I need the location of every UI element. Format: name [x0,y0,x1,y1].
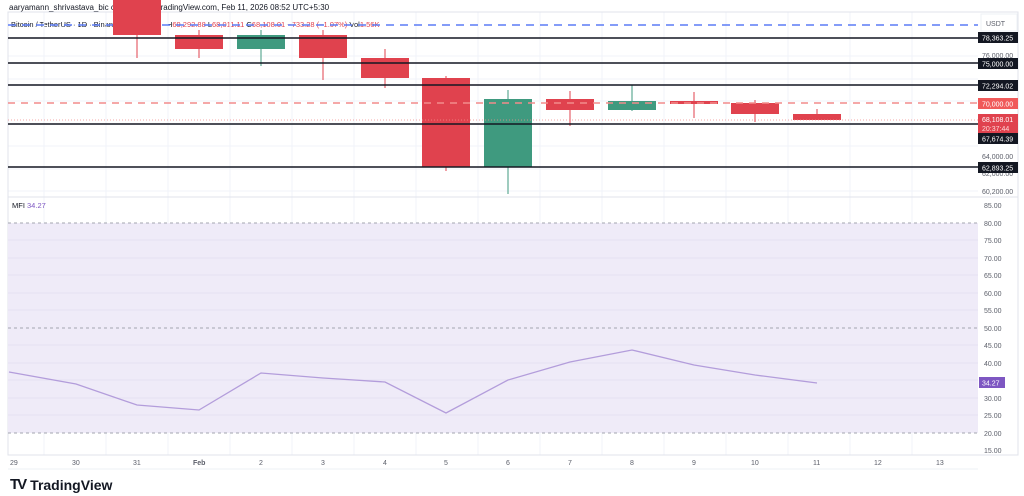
low-value: 68,011.11 [212,20,245,29]
time-label: 29 [10,460,18,467]
tradingview-brand: TradingView [30,476,113,493]
mfi-tick: 85.00 [984,203,1002,210]
mfi-tick: 80.00 [984,221,1002,228]
mfi-legend-value: 34.27 [27,201,46,210]
tradingview-mark-icon: TV [10,476,27,493]
volume-label: Vol [349,20,360,29]
time-label: 6 [506,460,510,467]
mfi-tick: 70.00 [984,256,1002,263]
bar-countdown: 20:37:44 [982,126,1009,133]
mfi-tick: 50.00 [984,326,1002,333]
price-tag-62893: 62,893.25 [982,166,1013,173]
mfi-tick: 45.00 [984,343,1002,350]
time-label: 11 [813,460,820,467]
mfi-tick: 65.00 [984,273,1002,280]
mfi-label: MFI [12,201,25,210]
time-label: 4 [383,460,387,467]
candles [113,0,841,194]
price-tick: 60,200.00 [982,189,1013,196]
price-tag-67674: 67,674.39 [982,137,1013,144]
mfi-tick: 15.00 [984,448,1002,455]
tradingview-logo[interactable]: TV TradingView [10,476,112,493]
mfi-legend[interactable]: MFI 34.27 [12,201,46,210]
time-label: Feb [193,460,205,467]
mfi-tick: 20.00 [984,431,1002,438]
time-axis[interactable]: 29 30 31 Feb 2 3 4 5 6 7 8 9 10 11 12 13 [10,460,944,467]
mfi-tick: 40.00 [984,361,1002,368]
currency-box[interactable] [980,13,1018,32]
time-label: 7 [568,460,572,467]
time-label: 8 [630,460,634,467]
time-label: 12 [874,460,882,467]
last-price-tag: 68,108.01 [982,117,1013,124]
volume-value: 1.56K [359,20,380,29]
chart-credit: aaryamann_shrivastava_bic created with T… [9,3,330,12]
mfi-value-tag: 34.27 [982,381,1000,388]
price-tag-70000: 70,000.00 [982,102,1013,109]
mfi-line [8,349,818,414]
time-label: 10 [751,460,759,467]
price-tick: 64,000.00 [982,154,1013,161]
mfi-tick: 60.00 [984,291,1002,298]
mfi-tick: 75.00 [984,238,1002,245]
price-tag-72294: 72,294.02 [982,84,1013,91]
high-value: 69,292.88 [172,20,206,29]
price-tick: 62,000.00 [982,171,1013,178]
mfi-grid [8,239,978,416]
time-label: 9 [692,460,696,467]
mfi-tick: 30.00 [984,396,1002,403]
close-value: 68,108.01 [251,20,286,29]
mfi-tick: 55.00 [984,308,1002,315]
time-label: 5 [444,460,448,467]
price-tick: 76,000.00 [982,53,1013,60]
price-axis[interactable]: USDT 76,000.00 64,000.00 62,000.00 60,20… [978,13,1018,196]
currency-label: USDT [986,21,1006,28]
mfi-tick: 25.00 [984,413,1002,420]
time-label: 31 [133,460,141,467]
horizontal-levels[interactable] [8,37,978,168]
time-label: 13 [936,460,944,467]
time-label: 30 [72,460,80,467]
time-label: 2 [259,460,263,467]
mfi-axis[interactable]: 85.00 80.00 75.00 70.00 65.00 60.00 55.0… [979,203,1005,455]
price-tag-75000: 75,000.00 [982,62,1013,69]
price-tag-78363: 78,363.25 [982,36,1013,43]
time-label: 3 [321,460,325,467]
